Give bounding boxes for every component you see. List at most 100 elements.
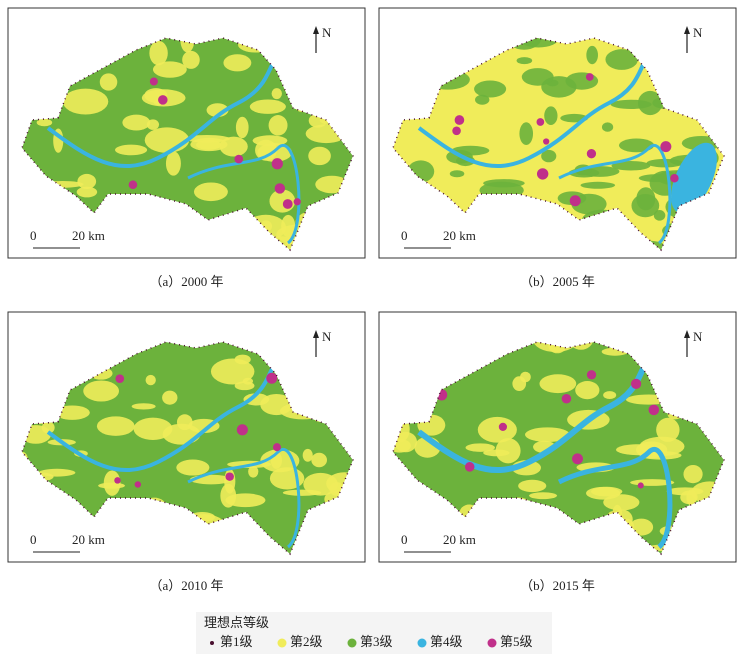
land-patch bbox=[603, 391, 617, 400]
scale-distance: 20 km bbox=[72, 532, 105, 547]
land-patch bbox=[268, 115, 288, 136]
land-patch bbox=[249, 99, 286, 114]
land-patch bbox=[103, 470, 121, 496]
land-patch bbox=[541, 149, 557, 163]
scale-distance: 20 km bbox=[443, 532, 476, 547]
land-patch bbox=[162, 390, 178, 405]
land-patch bbox=[544, 106, 558, 126]
north-label: N bbox=[693, 25, 703, 40]
scale-distance: 20 km bbox=[72, 228, 105, 243]
scale-zero: 0 bbox=[401, 532, 408, 547]
land-patch bbox=[223, 54, 252, 72]
land-patch bbox=[176, 459, 210, 476]
land-patch bbox=[133, 417, 173, 441]
hotspot bbox=[293, 198, 301, 206]
land-patch bbox=[519, 122, 534, 146]
hotspot bbox=[536, 118, 545, 126]
scale-zero: 0 bbox=[401, 228, 408, 243]
land-patch bbox=[618, 138, 655, 153]
land-patch bbox=[521, 68, 554, 86]
panel-caption: （a）2010 年 bbox=[149, 578, 223, 593]
land-patch bbox=[586, 45, 598, 65]
hotspot bbox=[569, 195, 581, 207]
land-patch bbox=[475, 94, 490, 105]
panel-caption: （a）2000 年 bbox=[149, 274, 223, 289]
land-patch bbox=[611, 161, 651, 171]
land-patch bbox=[539, 374, 577, 394]
land-patch bbox=[601, 122, 614, 132]
hotspot bbox=[648, 404, 660, 416]
hotspot bbox=[631, 378, 642, 389]
lake bbox=[671, 142, 717, 214]
legend-swatch bbox=[347, 638, 357, 648]
land-patch bbox=[252, 135, 288, 147]
hotspot bbox=[134, 481, 142, 488]
legend-label: 第3级 bbox=[360, 634, 393, 649]
land-patch bbox=[311, 452, 327, 468]
scale-zero: 0 bbox=[30, 228, 37, 243]
north-arrow-head bbox=[684, 26, 690, 34]
north-label: N bbox=[322, 329, 332, 344]
scale-distance: 20 km bbox=[443, 228, 476, 243]
land-patch bbox=[605, 49, 638, 70]
hotspot bbox=[543, 138, 550, 145]
land-patch bbox=[243, 393, 270, 406]
hotspot bbox=[660, 141, 672, 153]
land-patch bbox=[165, 151, 181, 176]
panel-caption: （b）2005 年 bbox=[520, 274, 595, 289]
land-patch bbox=[308, 146, 331, 166]
legend-swatch bbox=[417, 638, 427, 648]
land-patch bbox=[449, 170, 465, 178]
hotspot bbox=[536, 168, 549, 180]
land-patch bbox=[575, 380, 600, 400]
legend-label: 第4级 bbox=[430, 634, 463, 649]
north-arrow-head bbox=[313, 26, 319, 34]
hotspot bbox=[498, 422, 508, 431]
hotspot bbox=[236, 424, 248, 436]
land-patch bbox=[210, 358, 255, 385]
panel-caption: （b）2015 年 bbox=[520, 578, 595, 593]
land-patch bbox=[565, 72, 599, 90]
hotspot bbox=[637, 482, 644, 489]
land-patch bbox=[96, 416, 135, 436]
land-patch bbox=[683, 464, 703, 484]
river bbox=[187, 447, 301, 549]
land-patch bbox=[656, 417, 680, 442]
hotspot bbox=[149, 77, 158, 86]
river bbox=[558, 143, 672, 245]
land-patch bbox=[302, 448, 313, 462]
hotspot bbox=[274, 183, 286, 194]
hotspot bbox=[464, 462, 475, 472]
hotspot bbox=[561, 393, 572, 404]
land-patch bbox=[36, 118, 53, 127]
legend-label: 第2级 bbox=[290, 634, 323, 649]
north-label: N bbox=[693, 329, 703, 344]
land-patch bbox=[152, 61, 187, 78]
hotspot bbox=[272, 443, 281, 452]
hotspot bbox=[454, 115, 465, 125]
map-panel: N 0 20 km bbox=[378, 7, 737, 259]
legend-swatch bbox=[210, 641, 214, 645]
land-patch bbox=[62, 88, 109, 115]
river bbox=[417, 56, 649, 168]
land-patch bbox=[115, 144, 148, 156]
hotspot bbox=[271, 158, 283, 170]
land-patch bbox=[99, 73, 118, 91]
hotspot bbox=[282, 199, 293, 209]
scale-zero: 0 bbox=[30, 532, 37, 547]
hotspot bbox=[114, 477, 121, 484]
hotspot bbox=[266, 372, 278, 384]
land-patch bbox=[512, 376, 527, 392]
land-patch bbox=[225, 493, 266, 508]
land-patch bbox=[483, 449, 510, 457]
land-patch bbox=[242, 377, 254, 385]
land-patch bbox=[149, 40, 168, 66]
map-panel: N 0 20 km bbox=[378, 311, 737, 563]
legend-label: 第5级 bbox=[500, 634, 533, 649]
land-patch bbox=[474, 80, 507, 98]
land-patch bbox=[586, 486, 621, 500]
hotspot bbox=[452, 126, 461, 136]
land-patch bbox=[234, 354, 251, 365]
